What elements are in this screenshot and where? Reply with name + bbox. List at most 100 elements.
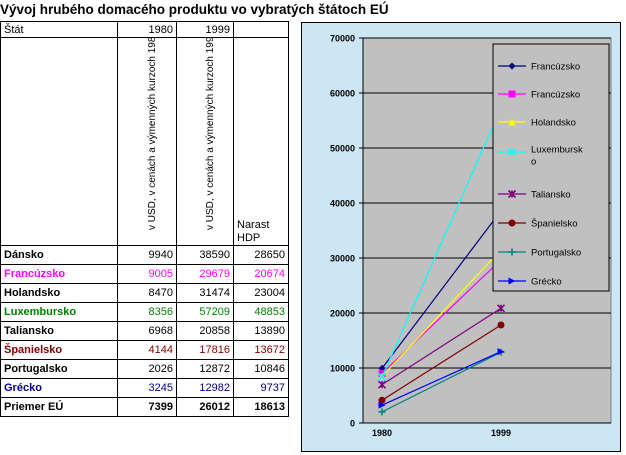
y-axis-ticks: 0 10000 20000 30000 40000 50000 60000 70000 bbox=[330, 34, 611, 429]
state-name: Španielsko bbox=[0, 340, 118, 360]
y-tick-label: 60000 bbox=[330, 89, 355, 99]
data-point bbox=[377, 372, 387, 382]
value-growth: 13672 bbox=[233, 340, 289, 360]
subheader-growth: Narast HDP bbox=[233, 37, 289, 246]
value-growth: 9737 bbox=[233, 378, 289, 398]
data-point bbox=[378, 401, 386, 409]
state-name: Holandsko bbox=[0, 283, 118, 303]
value-growth: 10846 bbox=[233, 359, 289, 379]
series-line bbox=[381, 249, 502, 377]
legend-label: Taliansko bbox=[531, 190, 571, 201]
legend-label: Francúzsko bbox=[531, 62, 580, 73]
value-1980: 7399 bbox=[117, 397, 177, 417]
data-point bbox=[508, 219, 516, 227]
table-header-row: Štát 1980 1999 bbox=[0, 21, 289, 38]
legend-item: Francúzsko bbox=[498, 90, 580, 101]
legend-item: Luxembursk o bbox=[498, 145, 583, 168]
legend-item: Španielsko bbox=[498, 219, 577, 230]
legend-item: Grécko bbox=[498, 277, 562, 288]
state-name: Grécko bbox=[0, 378, 118, 398]
value-1980: 9005 bbox=[117, 264, 177, 284]
table-row: Grécko 3245 12982 9737 bbox=[0, 378, 289, 398]
legend-item: Portugalsko bbox=[498, 248, 581, 259]
growth-label-line1: Narast bbox=[237, 219, 270, 231]
legend-label: Holandsko bbox=[531, 118, 576, 129]
y-tick-label: 10000 bbox=[330, 364, 355, 374]
value-1980: 9940 bbox=[117, 245, 177, 265]
data-point bbox=[497, 321, 505, 329]
header-1980: 1980 bbox=[117, 21, 177, 38]
series-line bbox=[381, 108, 502, 378]
data-point bbox=[378, 396, 386, 404]
value-1980: 4144 bbox=[117, 340, 177, 360]
legend: Francúzsko Francúzsko Holandsko Luxembursk o… bbox=[498, 62, 583, 288]
series-line bbox=[381, 351, 502, 406]
subheader-1980-cell: v USD, v cenách a výmenných kurzoch 1985 bbox=[117, 37, 177, 246]
value-1999: 20858 bbox=[176, 321, 234, 341]
table-row: Španielsko 4144 17816 13672 bbox=[0, 340, 289, 360]
state-name: Francúzsko bbox=[0, 264, 118, 284]
data-point bbox=[508, 248, 516, 256]
data-point bbox=[508, 118, 516, 126]
series bbox=[377, 304, 506, 389]
state-name: Portugalsko bbox=[0, 359, 118, 379]
data-point bbox=[508, 90, 516, 98]
table-row: Portugalsko 2026 12872 10846 bbox=[0, 359, 289, 379]
value-growth: 13890 bbox=[233, 321, 289, 341]
data-point bbox=[377, 380, 387, 389]
value-1999: 26012 bbox=[176, 397, 234, 417]
value-1980: 3245 bbox=[117, 378, 177, 398]
y-tick-label: 70000 bbox=[330, 34, 355, 44]
series-line bbox=[381, 324, 502, 401]
value-growth: 48853 bbox=[233, 302, 289, 322]
legend-label: Portugalsko bbox=[531, 248, 581, 259]
value-1999: 38590 bbox=[176, 245, 234, 265]
table-subheader-row: v USD, v cenách a výmenných kurzoch 1985… bbox=[0, 37, 289, 246]
series bbox=[378, 321, 505, 404]
y-tick-label: 40000 bbox=[330, 199, 355, 209]
legend-item: Holandsko bbox=[498, 118, 576, 129]
value-1999: 29679 bbox=[176, 264, 234, 284]
table-body: Dánsko 9940 38590 28650 Francúzsko 9005 29679 2… bbox=[0, 245, 289, 417]
value-growth: 28650 bbox=[233, 245, 289, 265]
table-row: Priemer EÚ 7399 26012 18613 bbox=[0, 397, 289, 417]
y-tick-label: 50000 bbox=[330, 144, 355, 154]
value-growth: 20674 bbox=[233, 264, 289, 284]
value-1999: 12982 bbox=[176, 378, 234, 398]
subheader-1980-text: v USD, v cenách a výmenných kurzoch 1985 bbox=[147, 37, 158, 231]
header-empty bbox=[233, 21, 289, 38]
series-line bbox=[381, 351, 502, 413]
data-point bbox=[508, 62, 516, 70]
table-row: Taliansko 6968 20858 13890 bbox=[0, 321, 289, 341]
legend-label: Francúzsko bbox=[531, 90, 580, 101]
table-row: Francúzsko 9005 29679 20674 bbox=[0, 264, 289, 284]
data-point bbox=[497, 348, 505, 356]
table-row: Luxembursko 8356 57209 48853 bbox=[0, 302, 289, 322]
value-growth: 23004 bbox=[233, 283, 289, 303]
value-1980: 2026 bbox=[117, 359, 177, 379]
gdp-line-chart: 0 10000 20000 30000 40000 50000 60000 70000 198… bbox=[301, 22, 621, 452]
data-point bbox=[378, 408, 386, 416]
value-growth: 18613 bbox=[233, 397, 289, 417]
header-state: Štát bbox=[0, 21, 118, 38]
legend-label: Grécko bbox=[531, 277, 562, 288]
gdp-table: Štát 1980 1999 v USD, v cenách a výmenný… bbox=[0, 21, 289, 417]
table-row: Holandsko 8470 31474 23004 bbox=[0, 283, 289, 303]
chart-title: Vývoj hrubého domacého produktu vo vybra… bbox=[0, 2, 389, 17]
data-point bbox=[507, 189, 517, 199]
x-tick-label: 1980 bbox=[372, 428, 392, 438]
y-tick-label: 30000 bbox=[330, 254, 355, 264]
value-1999: 57209 bbox=[176, 302, 234, 322]
state-name: Dánsko bbox=[0, 245, 118, 265]
value-1999: 31474 bbox=[176, 283, 234, 303]
subheader-empty bbox=[0, 37, 118, 246]
data-point bbox=[507, 147, 517, 157]
growth-label-line2: HDP bbox=[237, 232, 261, 244]
state-name: Luxembursko bbox=[0, 302, 118, 322]
table-row: Dánsko 9940 38590 28650 bbox=[0, 245, 289, 265]
legend-item: Taliansko bbox=[498, 190, 571, 201]
series bbox=[378, 348, 505, 409]
legend-label: Luxembursk o bbox=[531, 145, 583, 168]
value-1980: 6968 bbox=[117, 321, 177, 341]
state-name: Priemer EÚ bbox=[0, 397, 118, 417]
